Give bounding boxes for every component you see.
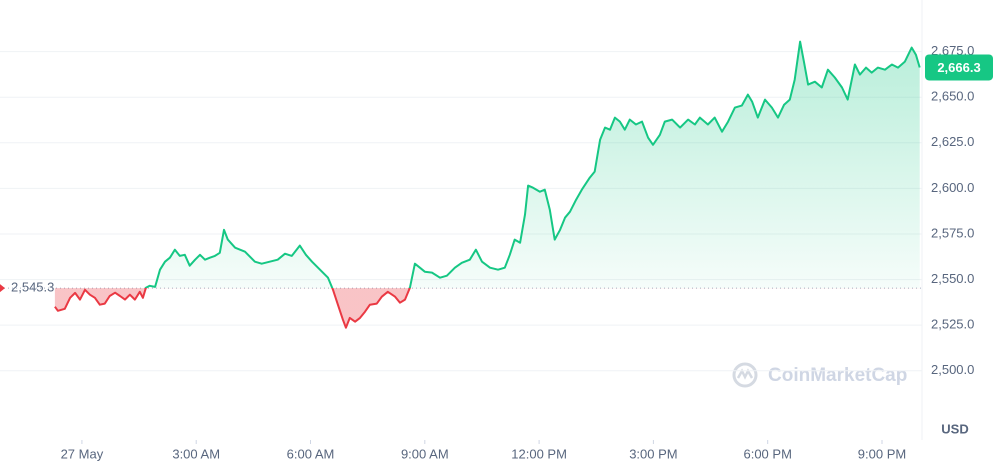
y-tick-label: 2,575.0	[931, 225, 974, 240]
y-tick-label: 2,600.0	[931, 180, 974, 195]
x-tick-label: 12:00 PM	[511, 446, 567, 461]
price-line	[54, 40, 921, 329]
x-tick-label: 27 May	[61, 446, 104, 461]
y-tick-label: 2,550.0	[931, 271, 974, 286]
reference-marker	[0, 284, 5, 293]
watermark-logo	[732, 362, 758, 388]
x-tick-label: 6:00 PM	[743, 446, 791, 461]
price-badge	[925, 54, 993, 81]
watermark: CoinMarketCap	[768, 365, 907, 386]
x-tick-label: 9:00 PM	[858, 446, 906, 461]
y-tick-label: 2,675.0	[931, 43, 974, 58]
currency-label: USD	[941, 421, 968, 436]
x-tick-label: 9:00 AM	[401, 446, 449, 461]
reference-label: 2,545.3	[11, 280, 54, 295]
x-tick-label: 6:00 AM	[287, 446, 335, 461]
y-tick-label: 2,625.0	[931, 134, 974, 149]
y-tick-label: 2,525.0	[931, 317, 974, 332]
price-badge-label: 2,666.3	[937, 60, 980, 75]
x-tick-label: 3:00 AM	[172, 446, 220, 461]
y-tick-label: 2,650.0	[931, 89, 974, 104]
area	[54, 41, 920, 328]
y-tick-label: 2,500.0	[931, 362, 974, 377]
x-tick-label: 3:00 PM	[629, 446, 677, 461]
